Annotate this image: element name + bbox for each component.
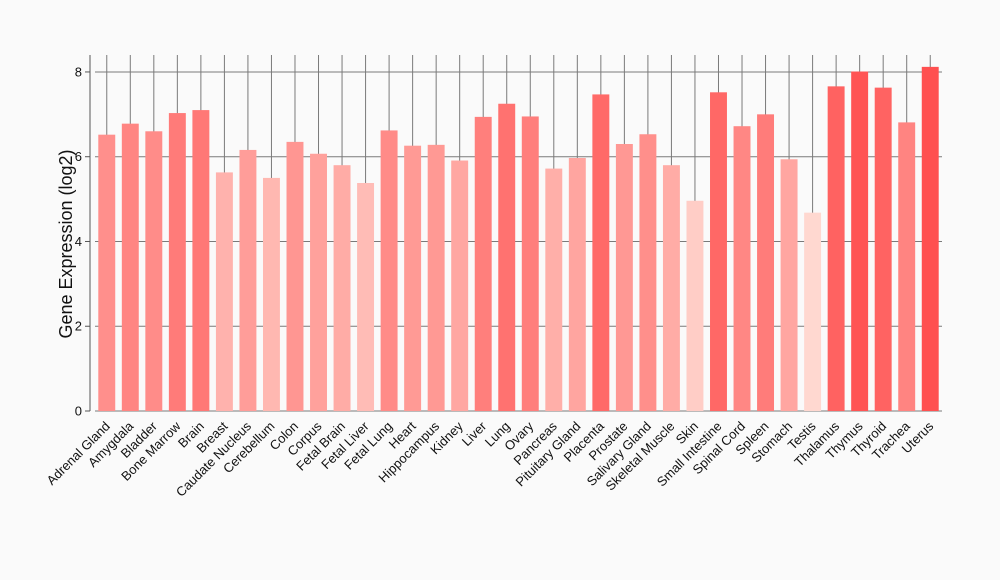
bar (780, 159, 798, 411)
bars (98, 66, 939, 412)
bar (286, 141, 304, 411)
bar (733, 126, 751, 411)
y-tick-label: 0 (75, 404, 82, 419)
bar (239, 149, 257, 411)
y-tick-label: 4 (75, 234, 82, 249)
bar (310, 153, 327, 411)
bar (98, 134, 116, 411)
bar (662, 165, 680, 411)
bar (686, 200, 704, 411)
y-tick-label: 2 (75, 319, 82, 334)
bar (545, 168, 563, 411)
bar (827, 86, 845, 411)
bar (521, 116, 539, 411)
bar (427, 144, 445, 411)
bar (192, 110, 210, 411)
bar (145, 131, 163, 412)
bar (851, 71, 869, 412)
y-tick-label: 8 (75, 64, 82, 79)
bar (804, 212, 822, 411)
bar (121, 123, 139, 412)
bar (898, 122, 916, 411)
bar (921, 66, 939, 411)
bar (333, 165, 351, 411)
y-axis-title: Gene Expression (log2) (56, 149, 76, 338)
bar (568, 157, 586, 411)
bar (451, 160, 469, 411)
bar (710, 92, 727, 412)
bar (874, 87, 892, 411)
bar (592, 94, 610, 412)
x-tick-label: Liver (459, 418, 490, 449)
bar (404, 145, 422, 411)
bar (615, 144, 633, 411)
bar (168, 113, 186, 412)
y-tick-label: 6 (75, 149, 82, 164)
bar (498, 103, 516, 411)
bar (262, 177, 280, 411)
bar (474, 116, 492, 411)
bar (215, 172, 233, 411)
bar (357, 182, 375, 411)
bar (757, 114, 775, 411)
bar (380, 130, 398, 411)
bar (639, 134, 657, 411)
y-axis: 0 2 4 6 8 (75, 55, 91, 419)
